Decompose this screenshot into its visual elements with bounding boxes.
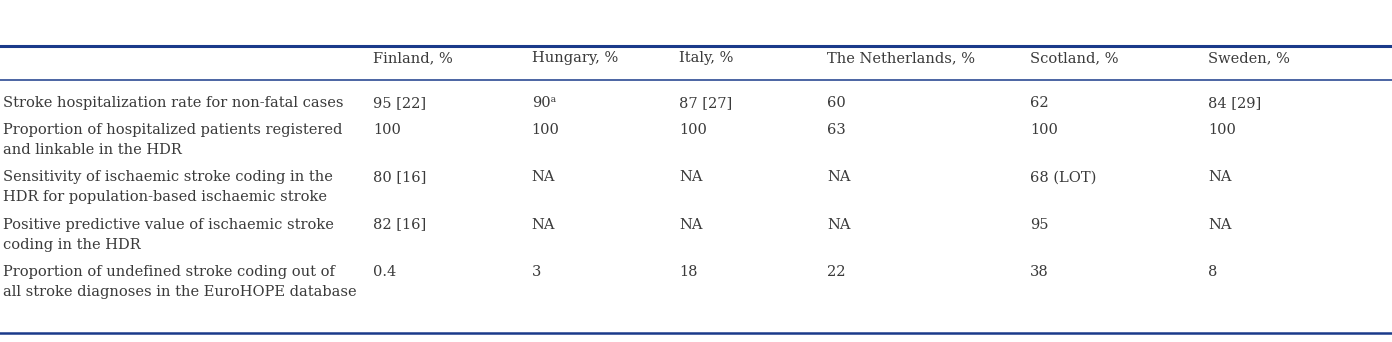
- Text: coding in the HDR: coding in the HDR: [3, 238, 141, 252]
- Text: Scotland, %: Scotland, %: [1030, 51, 1119, 65]
- Text: 60: 60: [827, 96, 845, 110]
- Text: Stroke hospitalization rate for non-fatal cases: Stroke hospitalization rate for non-fata…: [3, 96, 344, 110]
- Text: 100: 100: [1030, 123, 1058, 137]
- Text: Finland, %: Finland, %: [373, 51, 452, 65]
- Text: NA: NA: [827, 218, 851, 232]
- Text: 100: 100: [373, 123, 401, 137]
- Text: and linkable in the HDR: and linkable in the HDR: [3, 143, 181, 157]
- Text: 95: 95: [1030, 218, 1048, 232]
- Text: NA: NA: [532, 170, 555, 184]
- Text: 8: 8: [1208, 265, 1218, 279]
- Text: 100: 100: [679, 123, 707, 137]
- Text: all stroke diagnoses in the EuroHOPE database: all stroke diagnoses in the EuroHOPE dat…: [3, 285, 356, 299]
- Text: 84 [29]: 84 [29]: [1208, 96, 1261, 110]
- Text: The Netherlands, %: The Netherlands, %: [827, 51, 974, 65]
- Text: Proportion of undefined stroke coding out of: Proportion of undefined stroke coding ou…: [3, 265, 334, 279]
- Text: 18: 18: [679, 265, 697, 279]
- Text: 68 (LOT): 68 (LOT): [1030, 170, 1097, 184]
- Text: NA: NA: [1208, 170, 1232, 184]
- Text: Hungary, %: Hungary, %: [532, 51, 618, 65]
- Text: 87 [27]: 87 [27]: [679, 96, 732, 110]
- Text: Sweden, %: Sweden, %: [1208, 51, 1290, 65]
- Text: 63: 63: [827, 123, 845, 137]
- Text: NA: NA: [679, 218, 703, 232]
- Text: Italy, %: Italy, %: [679, 51, 734, 65]
- Text: NA: NA: [827, 170, 851, 184]
- Text: NA: NA: [1208, 218, 1232, 232]
- Text: 90ᵃ: 90ᵃ: [532, 96, 555, 110]
- Text: 22: 22: [827, 265, 845, 279]
- Text: HDR for population-based ischaemic stroke: HDR for population-based ischaemic strok…: [3, 190, 327, 205]
- Text: 100: 100: [532, 123, 560, 137]
- Text: 3: 3: [532, 265, 541, 279]
- Text: 38: 38: [1030, 265, 1048, 279]
- Text: 95 [22]: 95 [22]: [373, 96, 426, 110]
- Text: NA: NA: [679, 170, 703, 184]
- Text: NA: NA: [532, 218, 555, 232]
- Text: Positive predictive value of ischaemic stroke: Positive predictive value of ischaemic s…: [3, 218, 334, 232]
- Text: 80 [16]: 80 [16]: [373, 170, 426, 184]
- Text: 62: 62: [1030, 96, 1048, 110]
- Text: Sensitivity of ischaemic stroke coding in the: Sensitivity of ischaemic stroke coding i…: [3, 170, 333, 184]
- Text: 0.4: 0.4: [373, 265, 397, 279]
- Text: 82 [16]: 82 [16]: [373, 218, 426, 232]
- Text: 100: 100: [1208, 123, 1236, 137]
- Text: Proportion of hospitalized patients registered: Proportion of hospitalized patients regi…: [3, 123, 342, 137]
